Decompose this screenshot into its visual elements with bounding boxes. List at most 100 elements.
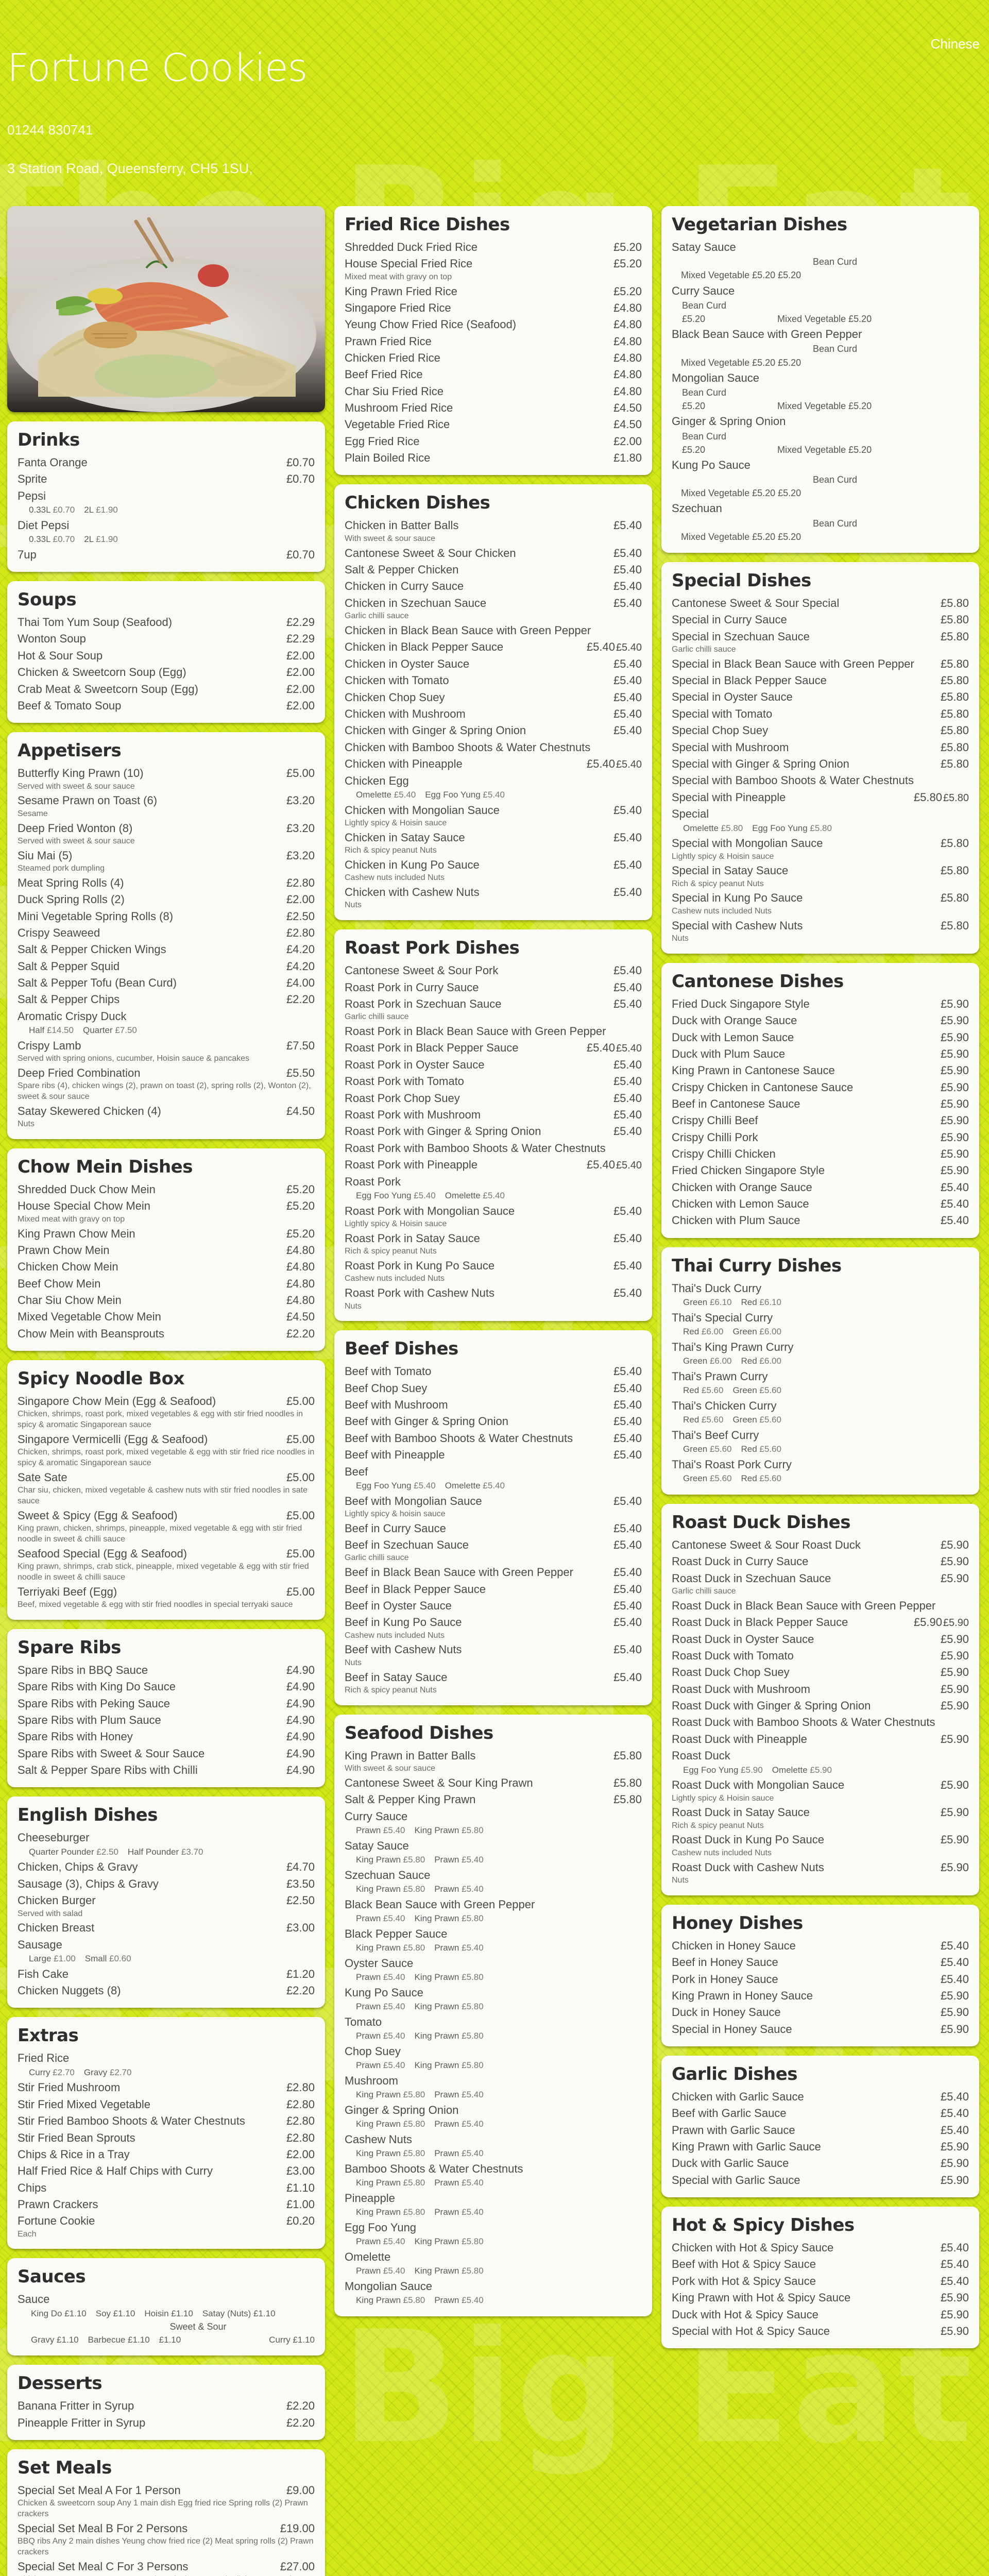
item-row[interactable]: King Prawn in Batter Balls £5.80 [345,1748,642,1764]
item-row[interactable]: Roast Pork in Satay Sauce £5.40 [345,1231,642,1246]
variant-option[interactable]: Half Pounder £3.70 [127,1846,203,1857]
item-row[interactable]: Chicken with Ginger & Spring Onion £5.40 [345,723,642,738]
item-row[interactable]: Spare Ribs with Peking Sauce £4.90 [18,1696,315,1711]
variant-option[interactable]: King Prawn £5.80 [356,2119,425,2129]
variant-option[interactable]: King Prawn £5.80 [356,1884,425,1894]
variant-option[interactable]: Egg Foo Yung £5.90 [683,1765,763,1775]
item-row[interactable]: Roast Duck with Ginger & Spring Onion £5.… [672,1698,969,1714]
sauce-option[interactable]: Hoisin £1.10 [144,2308,193,2318]
item-row[interactable]: Chicken in Satay Sauce £5.40 [345,830,642,845]
variant-option[interactable]: Prawn £5.40 [434,2119,484,2129]
item-row[interactable]: Roast Duck in Satay Sauce £5.90 [672,1805,969,1820]
item-row[interactable]: Roast Duck in Curry Sauce £5.90 [672,1554,969,1569]
item-row[interactable]: Chicken in Szechuan Sauce £5.40 [345,596,642,611]
item-row[interactable]: Beef & Tomato Soup £2.00 [18,698,315,714]
item-row[interactable]: Duck with Hot & Spicy Sauce £5.90 [672,2307,969,2323]
item-row[interactable]: Beef with Ginger & Spring Onion £5.40 [345,1414,642,1429]
item-row[interactable]: Spare Ribs with King Do Sauce £4.90 [18,1679,315,1694]
item-row[interactable]: Beef with Garlic Sauce £5.40 [672,2106,969,2121]
variant-option[interactable]: King Prawn £5.80 [356,2178,425,2188]
sauce-option[interactable]: Satay (Nuts) £1.10 [202,2308,276,2318]
variant-option[interactable]: Small £0.60 [84,1954,131,1964]
item-row[interactable]: Special with Garlic Sauce £5.90 [672,2173,969,2188]
item-row[interactable]: Pork in Honey Sauce £5.40 [672,1972,969,1987]
item-row[interactable]: Chicken Chow Mein £4.80 [18,1259,315,1275]
variant-option[interactable]: Green £5.60 [683,1473,732,1484]
item-row[interactable]: Chicken with Mushroom £5.40 [345,706,642,722]
item-row[interactable]: Singapore Vermicelli (Egg & Seafood) £5.0… [18,1432,315,1447]
item-row[interactable]: Duck with Garlic Sauce £5.90 [672,2156,969,2171]
item-row[interactable]: Mushroom Fried Rice £4.50 [345,400,642,416]
item-row[interactable]: Cantonese Sweet & Sour King Prawn £5.80 [345,1775,642,1791]
item-row[interactable]: King Prawn with Garlic Sauce £5.90 [672,2139,969,2155]
item-row[interactable]: House Special Chow Mein £5.20 [18,1198,315,1214]
variant-option[interactable]: Gravy £2.70 [83,2067,132,2077]
item-row[interactable]: Spare Ribs with Sweet & Sour Sauce £4.90 [18,1746,315,1761]
variant-option[interactable]: King Prawn £5.80 [414,2031,484,2041]
item-row[interactable]: Special with Hot & Spicy Sauce £5.90 [672,2324,969,2339]
item-row[interactable]: Beef in Honey Sauce £5.40 [672,1955,969,1970]
item-row[interactable]: Chicken with Bamboo Shoots & Water Chest… [345,740,642,755]
item-row[interactable]: Cantonese Sweet & Sour Pork £5.40 [345,963,642,978]
item-row[interactable]: Roast Pork with Mongolian Sauce £5.40 [345,1204,642,1219]
item-row[interactable]: Thai's King Prawn Curry [672,1340,969,1355]
item-row[interactable]: Vegetable Fried Rice £4.50 [345,417,642,432]
item-row[interactable]: Thai's Beef Curry [672,1428,969,1443]
variant-option[interactable]: King Prawn £5.80 [414,1913,484,1923]
item-row[interactable]: Salt & Pepper Chicken Wings £4.20 [18,942,315,957]
item-row[interactable]: Ginger & Spring Onion [345,2103,642,2118]
item-row[interactable]: Chicken Nuggets (8) £2.20 [18,1983,315,1998]
item-row[interactable]: Roast Pork in Black Pepper Sauce £5.40 £5.… [345,1040,642,1056]
variant-option[interactable]: Prawn £5.40 [434,2178,484,2188]
variant-option[interactable]: King Prawn £5.80 [414,1825,484,1835]
variant-option[interactable]: Prawn £5.40 [356,1972,405,1982]
item-row[interactable]: Chicken with Cashew Nuts £5.40 [345,885,642,900]
variant-option[interactable]: 0.33L £0.70 [29,534,75,545]
item-row[interactable]: Chicken in Oyster Sauce £5.40 [345,656,642,672]
variant-option[interactable]: Green £5.60 [732,1415,781,1425]
item-row[interactable]: Egg Fried Rice £2.00 [345,434,642,449]
item-row[interactable]: Chicken & Sweetcorn Soup (Egg) £2.00 [18,665,315,680]
item-row[interactable]: Special in Black Bean Sauce with Green P… [672,656,969,672]
item-row[interactable]: Special in Satay Sauce £5.80 [672,863,969,878]
item-row[interactable]: Special with Ginger & Spring Onion £5.80 [672,756,969,772]
item-row[interactable]: Pineapple [345,2191,642,2206]
item-row[interactable]: Special in Kung Po Sauce £5.80 [672,890,969,906]
item-row[interactable]: Beef Chop Suey £5.40 [345,1381,642,1396]
item-row[interactable]: King Prawn in Cantonese Sauce £5.90 [672,1063,969,1078]
item-row[interactable]: Thai's Roast Pork Curry [672,1457,969,1472]
variant-option[interactable]: Prawn £5.40 [434,2148,484,2158]
variant-option[interactable]: Green £6.10 [683,1297,732,1308]
item-row[interactable]: Meat Spring Rolls (4) £2.80 [18,875,315,891]
item-row[interactable]: Special in Honey Sauce £5.90 [672,2022,969,2037]
item-row[interactable]: Half Fried Rice & Half Chips with Curry £… [18,2163,315,2179]
variant-option[interactable]: Green £5.60 [683,1444,732,1454]
item-row[interactable]: Special in Szechuan Sauce £5.80 [672,629,969,645]
item-row[interactable]: Salt & Pepper Squid £4.20 [18,959,315,974]
item-row[interactable]: Chicken in Honey Sauce £5.40 [672,1938,969,1954]
variant-option[interactable]: Red £5.60 [683,1415,724,1425]
item-row[interactable]: Special in Curry Sauce £5.80 [672,612,969,628]
item-row[interactable]: Beef Fried Rice £4.80 [345,367,642,382]
variant-option[interactable]: Prawn £5.40 [356,1825,405,1835]
item-row[interactable]: Roast Pork with Pineapple £5.40 £5.40 [345,1157,642,1173]
item-row[interactable]: Roast Pork Chop Suey £5.40 [345,1091,642,1106]
item-row[interactable]: Roast Duck with Tomato £5.90 [672,1648,969,1664]
sauce-option[interactable]: Soy £1.10 [95,2308,135,2318]
variant-option[interactable]: King Prawn £5.80 [356,2148,425,2158]
item-row[interactable]: Mini Vegetable Spring Rolls (8) £2.50 [18,909,315,924]
item-row[interactable]: Roast Pork [345,1174,642,1190]
item-row[interactable]: Beef with Mongolian Sauce £5.40 [345,1494,642,1509]
item-row[interactable]: Roast Pork in Kung Po Sauce £5.40 [345,1258,642,1274]
item-row[interactable]: Special Set Meal A For 1 Person £9.00 [18,2483,315,2498]
item-row[interactable]: Sprite £0.70 [18,471,315,487]
item-row[interactable]: Beef in Kung Po Sauce £5.40 [345,1615,642,1630]
item-row[interactable]: Chicken Chop Suey £5.40 [345,690,642,705]
item-row[interactable]: Plain Boiled Rice £1.80 [345,450,642,466]
item-row[interactable]: Fried Chicken Singapore Style £5.90 [672,1163,969,1178]
variant-option[interactable]: Half £14.50 [29,1025,74,1036]
variant-option[interactable]: Prawn £5.40 [356,2031,405,2041]
item-row[interactable]: Chicken Fried Rice £4.80 [345,350,642,366]
item-row[interactable]: Thai Tom Yum Soup (Seafood) £2.29 [18,615,315,630]
item-row[interactable]: Duck in Honey Sauce £5.90 [672,2005,969,2020]
